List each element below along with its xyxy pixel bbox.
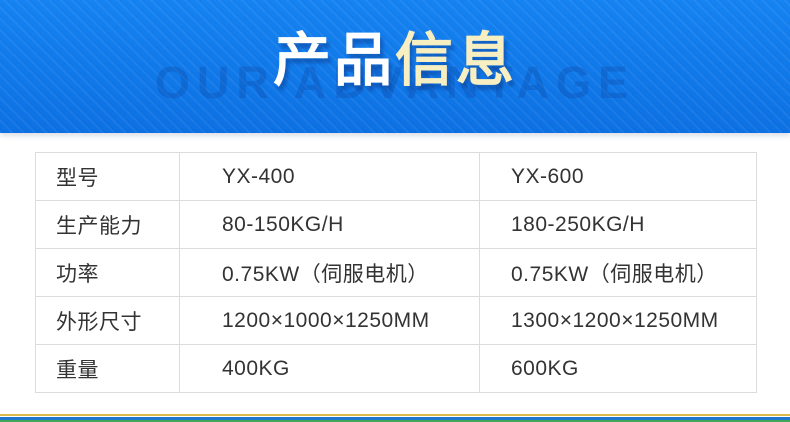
cell-value: 1300×1200×1250MM <box>479 296 757 345</box>
footer-accent-line-blue <box>0 417 790 420</box>
row-label: 外形尺寸 <box>35 296 180 345</box>
cell-value: 600KG <box>479 344 757 393</box>
watermark-text: OUR ADVANTAGE <box>154 57 636 108</box>
cell-value: YX-600 <box>479 152 757 201</box>
table-row: 外形尺寸 1200×1000×1250MM 1300×1200×1250MM <box>35 296 757 345</box>
row-label: 功率 <box>35 248 180 297</box>
cell-value: 0.75KW（伺服电机） <box>479 248 757 297</box>
spec-table: 型号 YX-400 YX-600 生产能力 80-150KG/H 180-250… <box>35 152 757 393</box>
page-title: 产品信息 <box>0 32 790 90</box>
header-banner: OUR ADVANTAGE 产品信息 <box>0 0 790 133</box>
footer-accent-strip <box>0 414 790 422</box>
table-row: 功率 0.75KW（伺服电机） 0.75KW（伺服电机） <box>35 248 757 297</box>
row-label: 重量 <box>35 344 180 393</box>
table-row: 重量 400KG 600KG <box>35 344 757 393</box>
row-label: 型号 <box>35 152 180 201</box>
page-title-part-2: 信息 <box>395 28 518 93</box>
page-title-part-1: 产品 <box>272 28 395 93</box>
cell-value: 400KG <box>179 344 480 393</box>
cell-value: 1200×1000×1250MM <box>179 296 480 345</box>
cell-value: YX-400 <box>179 152 480 201</box>
footer-accent-line-gap <box>0 416 790 417</box>
table-row: 型号 YX-400 YX-600 <box>35 152 757 201</box>
cell-value: 180-250KG/H <box>479 200 757 249</box>
cell-value: 80-150KG/H <box>179 200 480 249</box>
row-label: 生产能力 <box>35 200 180 249</box>
cell-value: 0.75KW（伺服电机） <box>179 248 480 297</box>
footer-accent-line-green <box>0 420 790 422</box>
footer-accent-line-gold <box>0 414 790 416</box>
table-row: 生产能力 80-150KG/H 180-250KG/H <box>35 200 757 249</box>
